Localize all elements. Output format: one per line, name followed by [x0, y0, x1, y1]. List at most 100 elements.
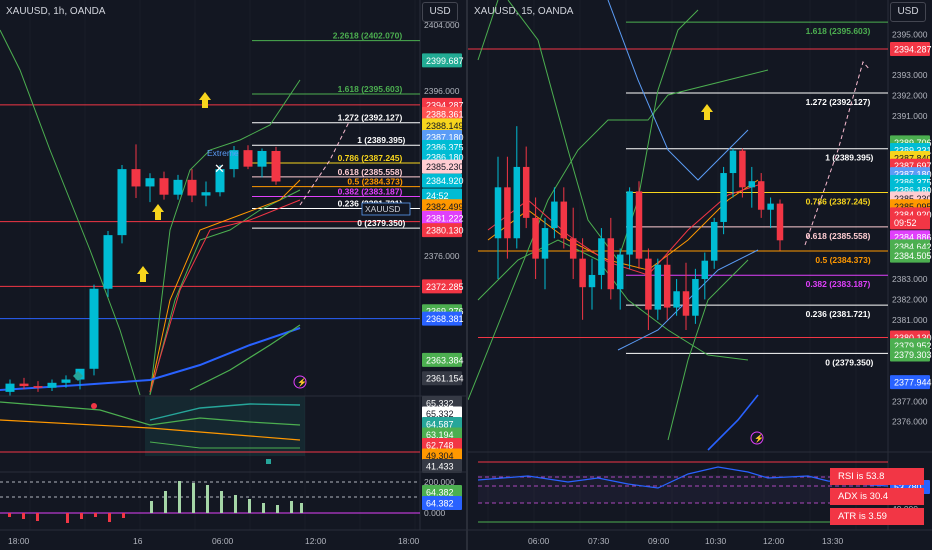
bollinger-lower — [149, 189, 301, 396]
ma-orange — [149, 179, 301, 393]
fib-label: 1.618 (2395.603) — [806, 26, 871, 36]
time-axis-label: 09:00 — [648, 536, 670, 546]
price-tag-bg — [890, 375, 930, 390]
rsi-band — [478, 475, 888, 503]
candle-body — [748, 181, 756, 188]
price-axis-label: 2376.000 — [892, 417, 928, 427]
candle-body — [560, 201, 568, 239]
buy-arrow-icon — [199, 92, 211, 108]
fib-label: 1 (2389.395) — [825, 153, 873, 163]
price-tag: 2384.642 — [894, 242, 932, 252]
fib-label: 0.618 (2385.558) — [806, 231, 871, 241]
price-tag: 2386.375 — [426, 142, 464, 152]
chart-pane-15m[interactable]: 1.618 (2395.603) 1.272 (2392.127) 1 (2389.… — [468, 0, 932, 550]
price-tag: 24:52 — [426, 191, 449, 201]
price-axis-label: 2382.000 — [892, 294, 928, 304]
time-axis-label: 06:00 — [528, 536, 550, 546]
price-axis-label: 2391.000 — [892, 111, 928, 121]
price-tag: 2386.180 — [894, 186, 932, 196]
price-axis-label: 2377.000 — [892, 396, 928, 406]
bollinger-upper — [149, 79, 301, 396]
chart-canvas-1h[interactable]: 2.2618 (2402.070) 1.618 (2395.603) 1.272 (… — [0, 0, 466, 550]
price-tag-bg — [422, 106, 462, 121]
ma-red — [149, 199, 301, 393]
chart-pane-1h[interactable]: 2.2618 (2402.070) 1.618 (2395.603) 1.272 (… — [0, 0, 466, 550]
price-tag: 2377.944 — [894, 378, 932, 388]
pane-divider[interactable] — [466, 0, 468, 550]
osc-tag: 41.433 — [426, 462, 454, 472]
fib-label: 1 (2389.395) — [357, 135, 405, 145]
price-tag: 2388.361 — [426, 109, 464, 119]
extreme-label: Extreme — [207, 148, 239, 158]
candle-body — [19, 383, 29, 387]
price-tag: 2372.285 — [426, 282, 464, 292]
price-tag: 2380.130 — [894, 333, 932, 343]
price-tag-bg — [422, 352, 462, 367]
price-tag: 2387.180 — [894, 170, 932, 180]
price-axis-label: 2395.000 — [892, 29, 928, 39]
candle-body — [504, 187, 511, 239]
rsi-tag: 53.780 — [894, 483, 922, 493]
hist-bar — [164, 491, 167, 513]
hist-bar — [234, 495, 237, 513]
currency-button[interactable]: USD — [422, 2, 458, 22]
symbol-title: XAUUSD, 1h, OANDA — [6, 6, 106, 17]
lightning-icon — [750, 431, 764, 445]
bollinger-upper — [477, 0, 499, 61]
price-tag: 2379.952 — [894, 341, 932, 351]
candle-body — [663, 264, 671, 308]
osc-line-orange — [0, 419, 301, 441]
chart-canvas-15m[interactable]: 1.618 (2395.603) 1.272 (2392.127) 1 (2389.… — [468, 0, 932, 550]
candle-body — [626, 191, 633, 255]
hist-tag: 64.382 — [426, 499, 454, 509]
candle-body — [701, 260, 709, 280]
candle-body — [720, 173, 727, 222]
candle-body — [541, 228, 549, 259]
price-tag: 2385.230 — [894, 194, 932, 204]
lightning-icon — [293, 375, 307, 389]
osc-line-green2 — [149, 441, 300, 449]
indicator-panel: RSI is 53.8 ADX is 30.4 ATR is 3.59 — [830, 468, 924, 528]
hist-bar — [220, 491, 223, 513]
price-tag: 2399.687 — [426, 56, 464, 66]
price-axis-label: 2392.000 — [892, 91, 928, 101]
price-axis-label: 2376.000 — [424, 251, 460, 261]
candle-body — [739, 150, 746, 188]
hist-bar — [290, 501, 293, 513]
candle-body — [271, 150, 281, 182]
fib-label: 0.382 (2383.187) — [806, 279, 871, 289]
hist-tag-bg — [422, 485, 462, 499]
time-axis-label: 13:30 — [822, 536, 844, 546]
price-axis-label: 2393.000 — [892, 70, 928, 80]
atr-indicator: ATR is 3.59 — [830, 508, 924, 525]
buy-arrow-icon — [701, 104, 713, 120]
projection-line — [804, 60, 871, 246]
price-tag: 2380.130 — [426, 226, 464, 236]
osc-tag: 63.194 — [426, 430, 454, 440]
hist-bar — [108, 513, 111, 522]
price-axis-label: 2383.000 — [892, 274, 928, 284]
candle-body — [682, 291, 690, 316]
fib-label: 0 (2379.350) — [825, 357, 873, 367]
price-axis-label: 2404.000 — [424, 20, 460, 30]
fib-label: 0.5 (2384.373) — [815, 255, 870, 265]
fib-label: 0 (2379.350) — [357, 218, 405, 228]
ma-green — [189, 324, 301, 391]
fib-label: 0.618 (2385.558) — [338, 167, 403, 177]
price-tag-bg — [890, 41, 930, 56]
hist-bar — [248, 499, 251, 513]
fib-label: 1.618 (2395.603) — [338, 84, 403, 94]
hist-tag: 64.382 — [426, 488, 454, 498]
price-tag: 2386.180 — [426, 152, 464, 162]
currency-button[interactable]: USD — [890, 2, 926, 22]
price-tag: 2388.149 — [426, 121, 464, 131]
rsi-line — [477, 466, 889, 489]
osc-tag: 49.304 — [426, 451, 454, 461]
osc-line-teal — [149, 403, 301, 421]
candle-body — [117, 169, 127, 236]
diamond-icon — [73, 371, 83, 381]
candle-body — [513, 166, 521, 239]
fib-label: 0.786 (2387.245) — [806, 197, 871, 207]
price-axis-label: 2381.000 — [892, 315, 928, 325]
price-tag: 2389.706 — [894, 138, 932, 148]
